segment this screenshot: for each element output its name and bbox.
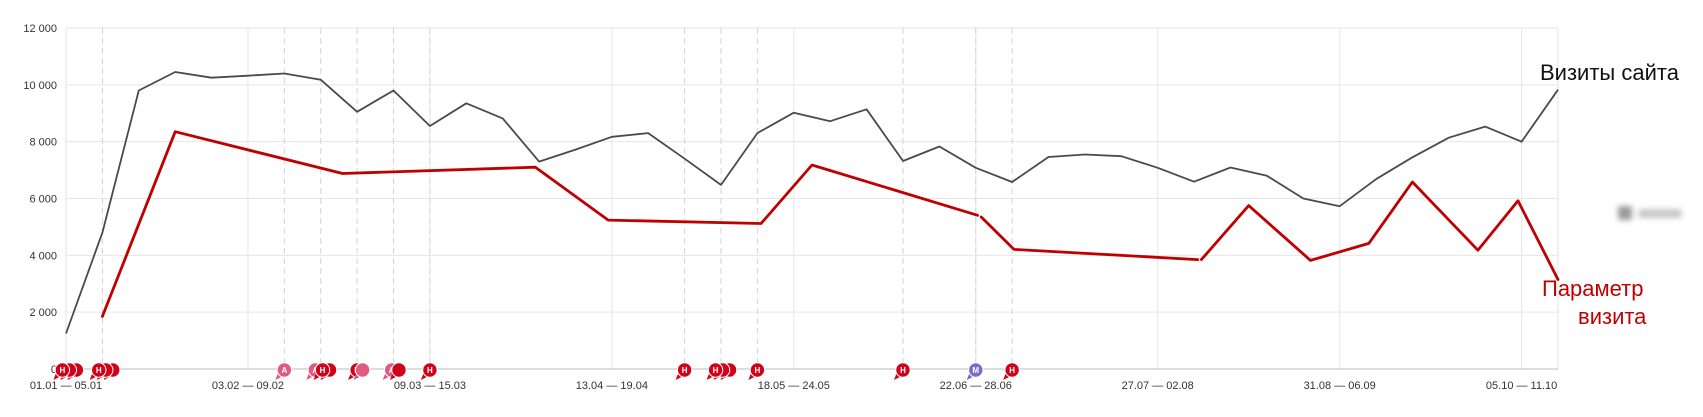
annotation-circle (54, 362, 71, 378)
annotation-letter: Н (900, 366, 906, 375)
y-tick-label: 12 000 (23, 23, 57, 35)
annotation-letter: Н (427, 366, 433, 375)
annotation-pointer (893, 372, 902, 380)
annotation-circle (91, 362, 107, 378)
series-line-visits (65, 71, 1559, 334)
annotation-circle (276, 362, 293, 378)
annotations: ННААННАНННННМН (53, 362, 1020, 380)
annotation-pointer (348, 372, 357, 380)
x-tick-label: 18.05 — 24.05 (758, 380, 830, 392)
blurred-legend-item (1618, 203, 1694, 223)
x-tick-label: 22.06 — 28.06 (940, 380, 1012, 392)
annotation-letter: Н (755, 366, 761, 375)
annotation-marker: А (275, 362, 293, 380)
annotation-letter: М (972, 366, 979, 375)
annotation-pointer (53, 372, 62, 380)
annotation-circle (314, 362, 331, 378)
annotation-circle (895, 362, 911, 378)
annotation-marker: Н (675, 362, 693, 380)
annotation-marker: Н (893, 362, 911, 380)
y-tick-label: 8 000 (29, 137, 57, 149)
annotation-circle (354, 362, 371, 378)
annotation-pointer (966, 372, 975, 380)
series-layer (65, 71, 1560, 334)
annotation-marker: Н (748, 362, 766, 380)
series-label-parameter-line2: визита (1578, 304, 1647, 329)
annotation-pointer (389, 372, 398, 380)
y-tick-label: 0 (51, 364, 57, 376)
annotation-letter: Н (96, 366, 102, 375)
y-tick-label: 6 000 (29, 194, 57, 206)
annotation-pointer (748, 372, 757, 380)
annotation-marker: Н (706, 362, 738, 380)
annotation-pointer (1003, 372, 1012, 380)
annotation-marker: Н (53, 362, 85, 380)
annotation-circle (422, 362, 438, 378)
annotation-marker: Н (313, 362, 338, 380)
annotation-pointer (89, 372, 98, 380)
x-tick-label: 01.01 — 05.01 (30, 380, 102, 392)
annotation-circle (968, 362, 984, 378)
y-tick-label: 2 000 (29, 307, 57, 319)
x-tick-label: 31.08 — 06.09 (1304, 380, 1376, 392)
annotation-letter: Н (682, 366, 688, 375)
x-tick-label: 13.04 — 19.04 (576, 380, 648, 392)
annotation-marker: Н (89, 362, 121, 380)
series-line-parameter (979, 215, 1200, 262)
annotation-pointer (706, 372, 715, 380)
annotation-pointer (675, 372, 684, 380)
legend-color-box (1618, 206, 1632, 220)
annotation-circle (1004, 362, 1020, 378)
annotation-pointer (313, 372, 322, 380)
annotation-marker (389, 362, 407, 380)
annotation-pointer (420, 372, 429, 380)
annotation-marker: Н (420, 362, 438, 380)
x-tick-label: 09.03 — 15.03 (394, 380, 466, 392)
annotation-circle (676, 362, 693, 378)
x-tick-label: 27.07 — 02.08 (1122, 380, 1194, 392)
annotation-pointer (382, 372, 391, 380)
annotation-circle (707, 362, 724, 378)
x-tick-label: 05.10 — 11.10 (1486, 380, 1557, 392)
annotation-letter: А (281, 366, 287, 375)
annotation-circle (391, 362, 407, 378)
annotation-marker: Н (1003, 362, 1020, 380)
annotation-letter: Н (59, 366, 65, 375)
series-line-parameter (101, 130, 979, 318)
series-label-visits: Визиты сайта (1540, 60, 1679, 85)
annotation-letter: Н (1009, 366, 1015, 375)
y-tick-label: 10 000 (23, 80, 57, 92)
annotation-letter: Н (713, 366, 719, 375)
x-tick-label: 03.02 — 09.02 (212, 380, 284, 392)
series-label-parameter-line1: Параметр (1542, 276, 1644, 301)
annotation-pointer (306, 372, 315, 380)
annotation-letter: Н (320, 366, 326, 375)
series-line-parameter (1200, 180, 1560, 281)
y-tick-label: 4 000 (29, 250, 57, 262)
annotation-marker: М (966, 362, 984, 380)
annotation-marker (353, 362, 371, 380)
annotation-pointer (353, 372, 362, 380)
week-lines (101, 28, 1013, 369)
legend-blurred-text (1638, 208, 1682, 218)
grid-layer (65, 27, 1559, 370)
series-label-parameter: Параметр визита (1542, 275, 1646, 331)
axes: 0 2 000 4 000 6 000 8 000 10 000 12 000 01.01 —… (23, 23, 1558, 392)
annotation-circle (749, 362, 766, 378)
annotation-pointer (275, 372, 284, 380)
